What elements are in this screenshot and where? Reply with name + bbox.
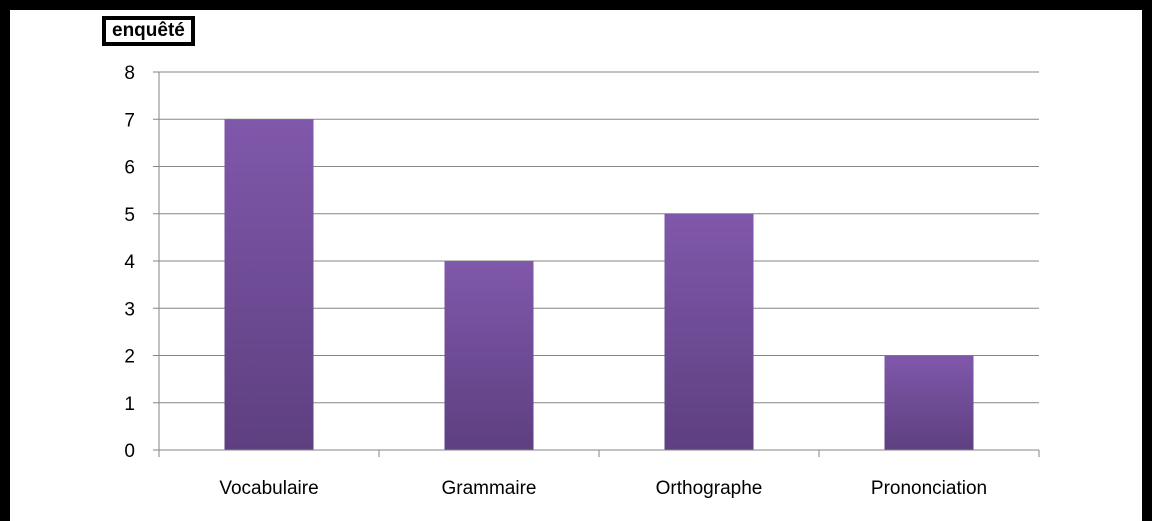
- x-tick-label: Prononciation: [871, 478, 987, 499]
- x-tick-label: Vocabulaire: [219, 478, 318, 499]
- bars: [224, 119, 974, 450]
- chart-title: enquêté: [102, 16, 195, 46]
- bar-vocabulaire: [224, 119, 314, 450]
- x-tick-label: Grammaire: [441, 478, 536, 499]
- y-tick-label: 8: [124, 63, 135, 84]
- bar-prononciation: [884, 355, 974, 450]
- bar-orthographe: [664, 213, 754, 450]
- y-tick-label: 3: [124, 299, 135, 320]
- bar-grammaire: [444, 261, 534, 450]
- axes: [153, 71, 1040, 457]
- y-tick-label: 6: [124, 158, 135, 179]
- y-tick-label: 7: [124, 110, 135, 131]
- y-tick-label: 2: [124, 347, 135, 368]
- y-tick-label: 1: [124, 394, 135, 415]
- y-tick-label: 0: [124, 441, 135, 462]
- y-tick-labels: 0 1 2 3 4 5 6 7 8: [124, 63, 135, 462]
- y-tick-label: 4: [124, 252, 135, 273]
- x-tick-label: Orthographe: [656, 478, 763, 499]
- x-tick-labels: Vocabulaire Grammaire Orthographe Prononcia…: [219, 478, 987, 499]
- y-tick-label: 5: [124, 205, 135, 226]
